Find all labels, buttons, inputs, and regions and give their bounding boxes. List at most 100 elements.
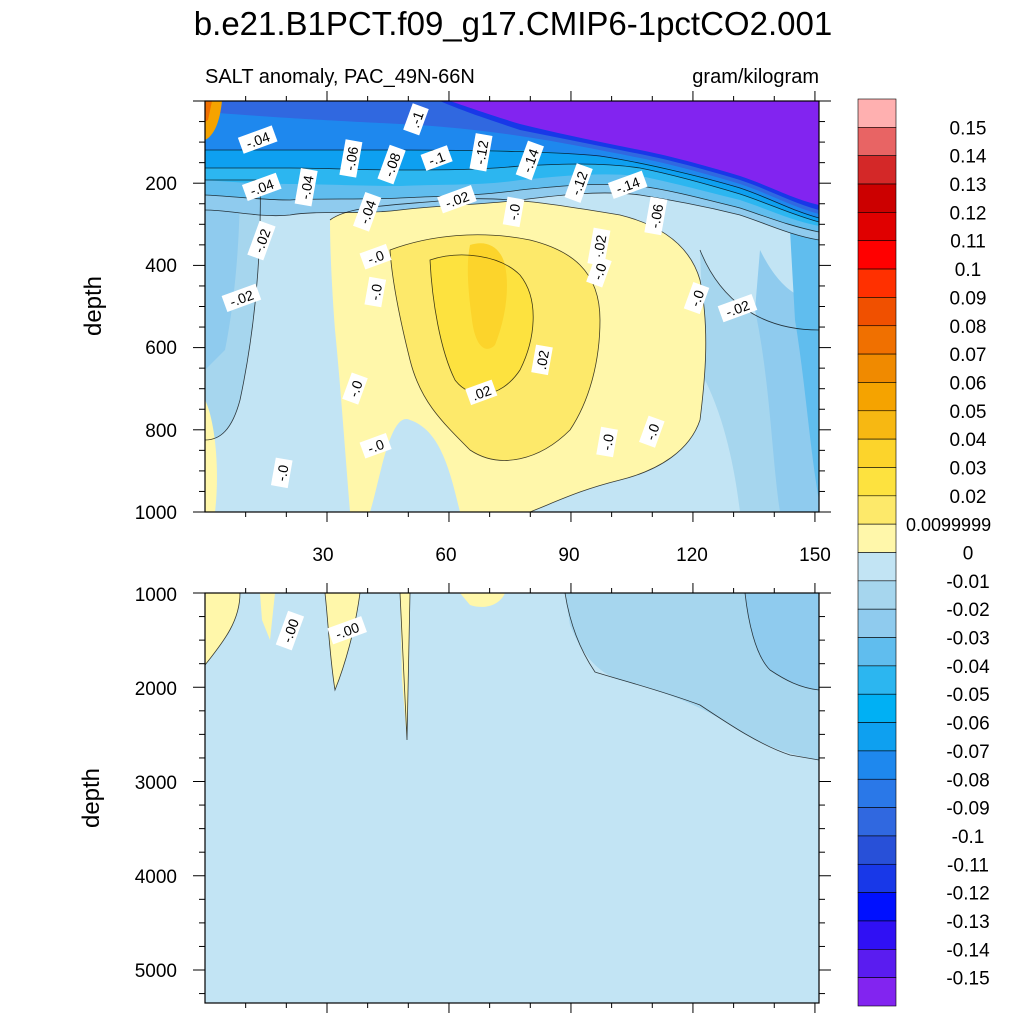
contour-label-text: -.08: [380, 150, 403, 178]
contour-label: -.12: [564, 163, 593, 203]
contour-label-text: -.00: [333, 619, 361, 642]
contour-label: .02: [465, 379, 498, 406]
contour-label: .-1: [403, 103, 429, 136]
contour-label-text: -.0: [642, 421, 663, 442]
colorbar-swatch: [857, 183, 897, 213]
colorbar-swatch: [857, 750, 897, 780]
colorbar-swatch: [857, 693, 897, 723]
contour-label-text: -.12: [567, 169, 590, 197]
x-tick-label: 30: [312, 545, 333, 566]
contour-label-text: -.06: [646, 203, 666, 230]
contour-label: -.1: [420, 145, 453, 171]
colorbar-swatch: [857, 325, 897, 355]
colorbar-swatch: [857, 637, 897, 667]
contour-label-text: -.0: [366, 282, 385, 301]
contour-label-bg: [586, 255, 612, 288]
contour-labels: .-1 -.04 -.06 -.08 -.1 -.12 -.14 -.04 -.04 -.04 -.…: [221, 103, 758, 651]
colorbar-label: -0.09: [946, 799, 989, 820]
contour-label: -.0: [364, 276, 387, 308]
colorbar-label: 0.15: [950, 118, 987, 139]
contour-label: -.06: [644, 196, 668, 236]
colorbar-swatch: [857, 212, 897, 242]
colorbar-swatch: [857, 495, 897, 525]
contour-label-bg: [221, 283, 262, 312]
contour-label: -.04: [294, 168, 318, 207]
contour-label: -.12: [469, 133, 493, 172]
colorbar-label: -0.03: [946, 629, 989, 650]
contour-label-text: -.0: [505, 202, 524, 221]
colorbar-label: 0.05: [950, 402, 987, 423]
contour-label: -.0: [342, 372, 368, 405]
contour-label: -.08: [377, 144, 406, 185]
colorbar-label: 0.03: [950, 458, 987, 479]
contour-label-bg: [639, 415, 665, 448]
contour-label: -.00: [275, 610, 305, 651]
colorbar-swatch: [857, 920, 897, 950]
lower-y-tick-label: 2000: [135, 679, 177, 700]
contour-label-bg: [342, 372, 368, 405]
colorbar-swatch: [857, 523, 897, 553]
contour-label: -.02: [247, 220, 276, 261]
colorbar-label: 0.09: [950, 288, 987, 309]
contour-label-text: -.0: [365, 436, 386, 457]
lower-y-tick-label: 4000: [135, 867, 177, 888]
contour-label-text: .02: [470, 382, 494, 404]
colorbar-swatch: [857, 977, 897, 1007]
colorbar-label: 0.04: [950, 430, 987, 451]
contour-label-bg: [587, 227, 611, 267]
lower-panel-fills: [205, 593, 819, 1003]
contour-label-text: -.1: [426, 148, 447, 169]
contour-label: -.02: [587, 227, 611, 267]
contour-label: -.0: [586, 255, 612, 288]
contour-label: -.00: [327, 616, 367, 645]
colorbar-swatch: [857, 98, 897, 128]
colorbar-label: 0.1: [955, 260, 981, 281]
contour-label-bg: [437, 185, 477, 214]
contour-label-bg: [327, 616, 367, 645]
contour-label-bg: [515, 140, 544, 181]
colorbar-label: -0.07: [946, 742, 989, 763]
colorbar-label: -0.13: [946, 912, 989, 933]
contour-label-bg: [502, 196, 525, 228]
colorbar-swatch: [857, 892, 897, 922]
lower-y-axis-title: depth: [78, 768, 105, 828]
contour-label: -.02: [437, 185, 477, 214]
contour-label-text: -.02: [724, 297, 752, 320]
contour-label: -.04: [241, 172, 282, 201]
colorbar-swatch: [857, 382, 897, 412]
colorbar-swatch: [857, 240, 897, 270]
colorbar-label: -0.06: [946, 714, 989, 735]
contour-label-text: -.04: [248, 176, 276, 199]
contour-label-text: -.14: [519, 146, 542, 174]
colorbar-label: 0.07: [950, 345, 987, 366]
colorbar-label: 0.02: [950, 487, 987, 508]
contour-label-text: -.0: [345, 378, 366, 399]
contour-label-bg: [353, 191, 382, 232]
colorbar-label: -0.12: [946, 884, 989, 905]
contour-label-bg: [564, 163, 593, 203]
colorbar-label: -0.1: [952, 827, 985, 848]
colorbar-swatch: [857, 353, 897, 383]
contour-label-bg: [403, 103, 429, 136]
contour-label-text: -.06: [341, 145, 361, 172]
colorbar-label: 0.0099999: [906, 515, 991, 535]
colorbar-swatch: [857, 438, 897, 468]
contour-label-bg: [364, 276, 387, 308]
colorbar-swatch: [857, 155, 897, 185]
colorbar-swatch: [857, 552, 897, 582]
colorbar-label: 0.11: [950, 232, 986, 253]
lower-y-tick-label: 5000: [135, 961, 177, 982]
colorbar-label: 0.13: [950, 175, 987, 196]
contour-label: -.04: [353, 191, 382, 232]
colorbar-label: 0.12: [950, 203, 987, 224]
contour-label-text: -.0: [687, 288, 708, 309]
colorbar-swatch: [857, 665, 897, 695]
colorbar-label: 0: [963, 544, 974, 565]
lower-contour-lines: [205, 593, 819, 761]
contour-label-bg: [465, 379, 498, 406]
contour-label-bg: [596, 426, 618, 458]
axis-ticks: [193, 91, 831, 1013]
contour-label-bg: [270, 457, 293, 489]
colorbar-swatch: [857, 297, 897, 327]
